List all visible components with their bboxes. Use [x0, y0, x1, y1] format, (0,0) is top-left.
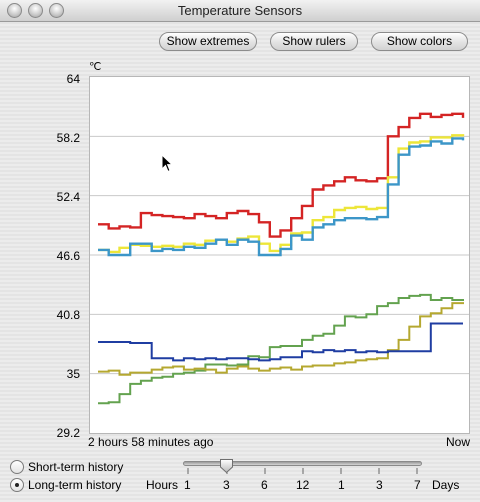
slider-stop: 1 — [338, 478, 345, 492]
history-slider-track[interactable] — [183, 461, 422, 466]
slider-stop: 1 — [184, 478, 191, 492]
long-term-label[interactable]: Long-term history — [28, 478, 122, 492]
window-title: Temperature Sensors — [177, 3, 303, 18]
minimize-button[interactable] — [28, 3, 43, 18]
show-rulers-button[interactable]: Show rulers — [270, 32, 358, 51]
show-extremes-button[interactable]: Show extremes — [159, 32, 257, 51]
short-term-label[interactable]: Short-term history — [28, 460, 124, 474]
title-bar: Temperature Sensors — [0, 0, 480, 22]
temperature-plot — [89, 76, 470, 434]
series-line — [98, 112, 465, 238]
slider-days-label: Days — [432, 478, 460, 492]
zoom-button[interactable] — [49, 3, 64, 18]
y-tick-label: 58.2 — [56, 131, 80, 145]
history-start-label: 2 hours 58 minutes ago — [88, 435, 214, 449]
unit-label: ℃ — [89, 61, 102, 73]
close-button[interactable] — [7, 3, 22, 18]
slider-thumb[interactable] — [219, 458, 234, 474]
slider-stop: 3 — [376, 478, 383, 492]
plot-canvas — [90, 112, 469, 405]
slider-stop: 3 — [223, 478, 230, 492]
series-line — [98, 293, 464, 405]
short-term-radio[interactable] — [10, 460, 24, 474]
series-line — [98, 302, 464, 376]
now-label: Now — [446, 435, 471, 449]
show-colors-button[interactable]: Show colors — [371, 32, 468, 51]
mouse-pointer-icon — [161, 154, 174, 173]
slider-stop: 7 — [414, 478, 421, 492]
y-tick-label: 46.6 — [56, 249, 80, 263]
series-line — [98, 322, 463, 362]
y-tick-label: 64 — [66, 72, 80, 86]
slider-hours-label: Hours — [146, 478, 179, 492]
long-term-radio[interactable] — [10, 478, 24, 492]
y-tick-label: 35 — [66, 367, 80, 381]
slider-stop: 6 — [261, 478, 268, 492]
slider-stop: 12 — [296, 478, 310, 492]
y-tick-label: 40.8 — [56, 308, 80, 322]
slider-ticks — [187, 468, 418, 474]
y-tick-label: 29.2 — [56, 426, 80, 440]
y-tick-label: 52.4 — [56, 190, 80, 204]
series-line — [98, 137, 465, 257]
